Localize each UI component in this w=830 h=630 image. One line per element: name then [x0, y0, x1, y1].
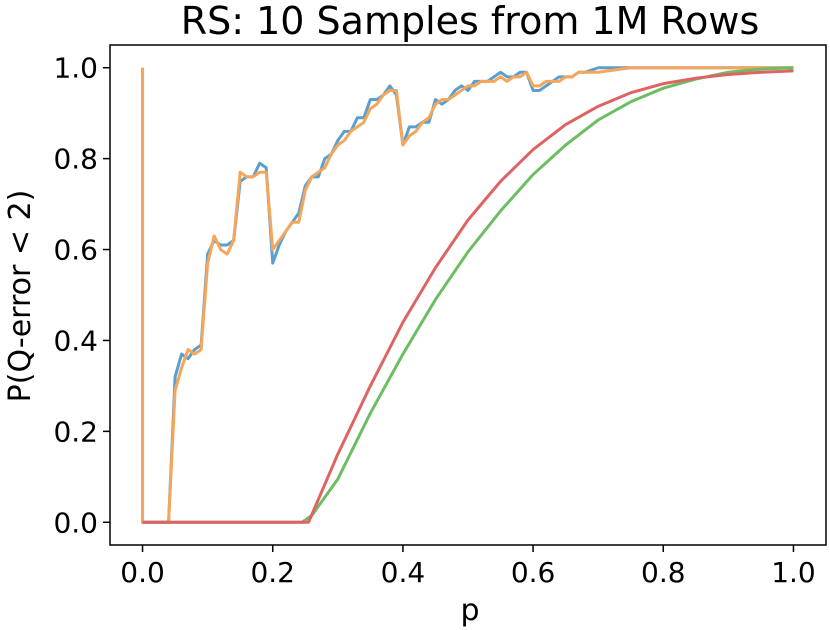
plot-frame	[109, 44, 827, 546]
chart-title: RS: 10 Samples from 1M Rows	[181, 0, 760, 43]
y-tick-label: 0.2	[53, 415, 98, 448]
series-layer	[141, 66, 794, 524]
y-tick-label: 1.0	[53, 52, 98, 85]
x-tick-label: 1.0	[771, 556, 816, 589]
x-tick-label: 0.2	[250, 556, 295, 589]
x-tick-label: 0.6	[511, 556, 556, 589]
x-tick-label: 0.8	[641, 556, 686, 589]
y-tick-label: 0.4	[53, 324, 98, 357]
y-axis-title: P(Q-error < 2)	[3, 190, 38, 403]
series-line-3	[142, 66, 794, 524]
y-tick-label: 0.0	[53, 506, 98, 539]
axis-layer: 0.0 0.2 0.4 0.6 0.8 1.0 0.0 0.2 0.4 0.6 0.8 1.0	[53, 52, 815, 589]
x-axis-title: p	[460, 593, 479, 628]
x-tick-label: 0.0	[120, 556, 165, 589]
series-line-4	[142, 69, 794, 524]
series-line-2	[141, 66, 794, 524]
x-tick-label: 0.4	[381, 556, 426, 589]
y-tick-label: 0.8	[53, 143, 98, 176]
y-tick-label: 0.6	[53, 234, 98, 267]
series-line-1	[141, 66, 794, 524]
